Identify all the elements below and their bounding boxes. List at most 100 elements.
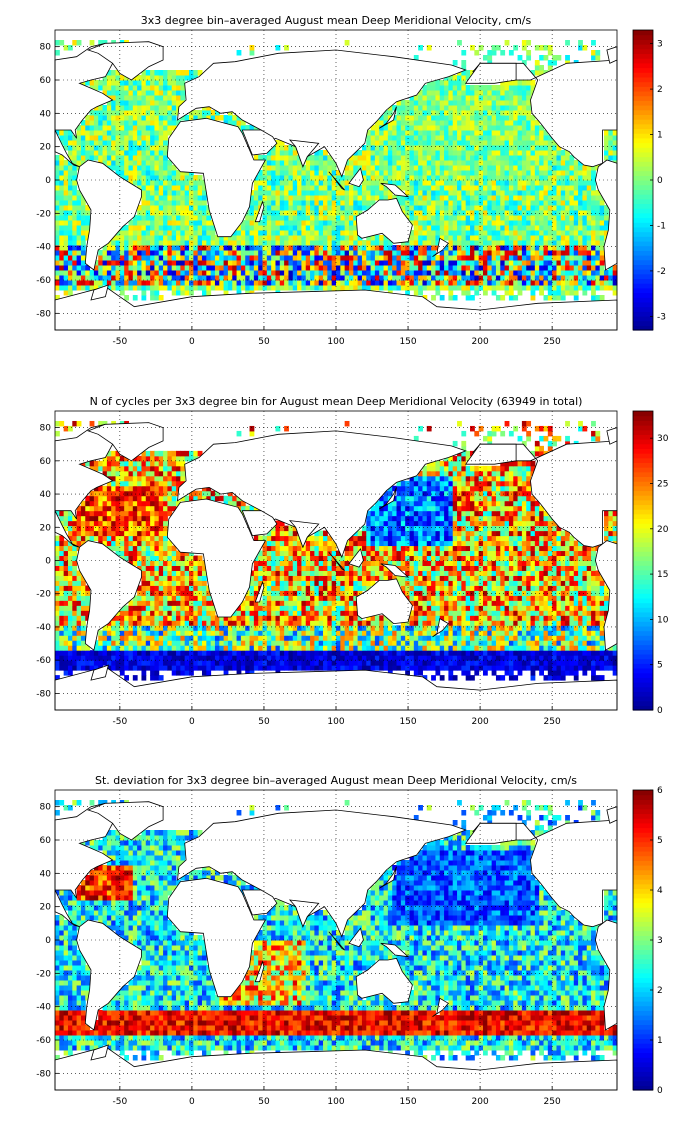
heatmap-cell: [599, 255, 605, 261]
heatmap-cell: [573, 645, 579, 651]
heatmap-cell: [158, 225, 164, 231]
heatmap-cell: [539, 180, 544, 186]
heatmap-cell: [167, 80, 173, 86]
heatmap-cell: [284, 665, 289, 671]
heatmap-cell: [361, 180, 367, 186]
heatmap-cell: [569, 250, 575, 256]
heatmap-cell: [470, 130, 475, 136]
heatmap-cell: [521, 655, 527, 661]
heatmap-cell: [491, 175, 497, 181]
heatmap-cell: [67, 45, 73, 51]
heatmap-cell: [400, 655, 406, 661]
heatmap-cell: [163, 135, 168, 141]
heatmap-cell: [72, 255, 78, 261]
heatmap-cell: [59, 185, 65, 191]
heatmap-cell: [539, 155, 544, 161]
heatmap-cell: [301, 185, 307, 191]
heatmap-cell: [93, 120, 99, 126]
heatmap-cell: [271, 160, 276, 166]
heatmap-cell: [314, 210, 320, 216]
heatmap-cell: [141, 290, 147, 296]
heatmap-cell: [288, 660, 294, 666]
heatmap-cell: [461, 100, 467, 106]
heatmap-cell: [145, 165, 151, 171]
heatmap-cell: [569, 280, 575, 286]
heatmap-cell: [465, 280, 471, 286]
heatmap-cell: [495, 270, 501, 276]
heatmap-cell: [176, 275, 181, 281]
heatmap-cell: [137, 220, 142, 226]
heatmap-cell: [565, 175, 570, 181]
heatmap-cell: [80, 215, 86, 221]
heatmap-cell: [119, 170, 125, 176]
heatmap-cell: [89, 80, 95, 86]
heatmap-cell: [59, 260, 65, 266]
heatmap-cell: [158, 185, 164, 191]
heatmap-cell: [171, 85, 177, 91]
heatmap-cell: [314, 270, 320, 276]
heatmap-cell: [323, 250, 328, 256]
heatmap-cell: [431, 650, 436, 656]
heatmap-cell: [158, 260, 164, 266]
heatmap-cell: [444, 115, 449, 121]
heatmap-cell: [193, 185, 199, 191]
heatmap-cell: [85, 125, 91, 131]
y-tick-label: 20: [40, 143, 52, 153]
heatmap-cell: [591, 270, 596, 276]
heatmap-cell: [124, 250, 129, 256]
heatmap-cell: [556, 650, 562, 656]
heatmap-cell: [76, 240, 82, 246]
heatmap-cell: [132, 170, 138, 176]
heatmap-cell: [478, 245, 484, 251]
heatmap-cell: [608, 285, 614, 291]
heatmap-cell: [206, 225, 212, 231]
heatmap-cell: [55, 225, 60, 231]
heatmap-cell: [374, 665, 380, 671]
heatmap-cell: [539, 160, 544, 166]
colorbar-segment: [633, 58, 653, 64]
heatmap-cell: [124, 75, 129, 81]
heatmap-cell: [582, 670, 588, 676]
heatmap-cell: [573, 270, 579, 276]
heatmap-cell: [115, 75, 121, 81]
heatmap-cell: [500, 95, 506, 101]
heatmap-cell: [232, 245, 238, 251]
heatmap-cell: [539, 215, 544, 221]
heatmap-cell: [508, 195, 514, 201]
heatmap-cell: [573, 175, 579, 181]
heatmap-cell: [578, 40, 583, 46]
heatmap-cell: [193, 230, 199, 236]
heatmap-cell: [582, 45, 588, 51]
heatmap-cell: [409, 210, 415, 216]
heatmap-cell: [344, 240, 350, 246]
heatmap-cell: [206, 275, 212, 281]
heatmap-cell: [184, 205, 190, 211]
heatmap-cell: [552, 255, 557, 261]
heatmap-cell: [67, 290, 73, 296]
heatmap-cell: [504, 180, 510, 186]
heatmap-cell: [370, 150, 376, 156]
heatmap-cell: [348, 205, 354, 211]
heatmap-cell: [504, 175, 510, 181]
heatmap-cell: [379, 140, 385, 146]
heatmap-cell: [158, 165, 164, 171]
heatmap-cell: [508, 190, 514, 196]
heatmap-cell: [465, 155, 471, 161]
heatmap-cell: [383, 260, 389, 266]
heatmap-cell: [132, 135, 138, 141]
heatmap-cell: [452, 255, 458, 261]
heatmap-cell: [249, 220, 255, 226]
heatmap-cell: [439, 175, 445, 181]
heatmap-cell: [582, 180, 588, 186]
heatmap-cell: [150, 205, 155, 211]
heatmap-cell: [167, 75, 173, 81]
heatmap-cell: [530, 675, 536, 681]
heatmap-cell: [586, 185, 592, 191]
heatmap-cell: [452, 660, 458, 666]
heatmap-cell: [219, 665, 225, 671]
heatmap-cell: [253, 660, 259, 666]
heatmap-cell: [452, 90, 458, 96]
heatmap-cell: [279, 195, 285, 201]
heatmap-cell: [119, 235, 125, 241]
heatmap-cell: [214, 240, 220, 246]
